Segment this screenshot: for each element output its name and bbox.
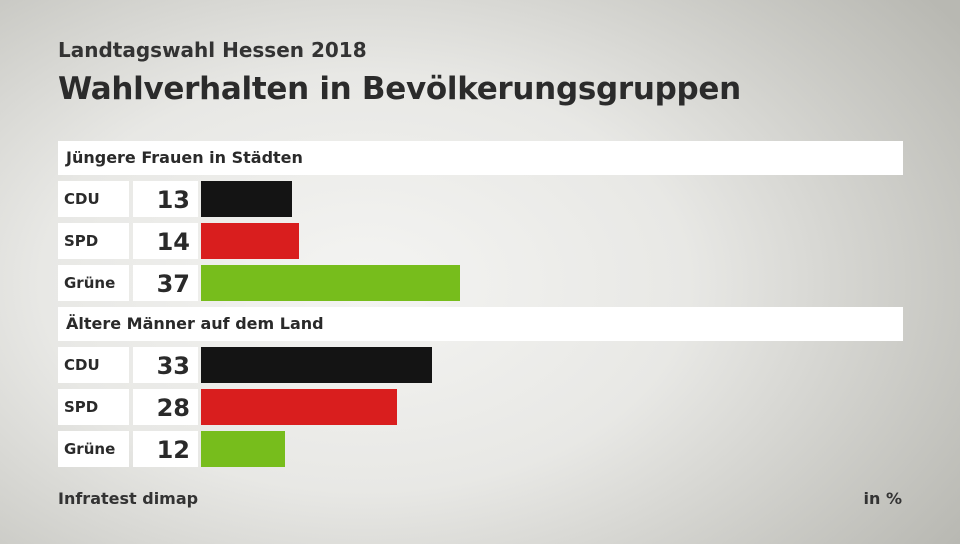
bar [201, 223, 299, 259]
value-label: 12 [133, 431, 198, 467]
chart-title: Wahlverhalten in Bevölkerungsgruppen [58, 71, 741, 107]
party-label: SPD [58, 389, 129, 425]
value-label: 37 [133, 265, 198, 301]
unit-label: in % [863, 489, 902, 508]
value-label: 28 [133, 389, 198, 425]
bar [201, 265, 460, 301]
bar [201, 347, 432, 383]
value-label: 33 [133, 347, 198, 383]
party-label: Grüne [58, 431, 129, 467]
bar [201, 389, 397, 425]
group-header: Jüngere Frauen in Städten [58, 141, 903, 175]
value-label: 14 [133, 223, 198, 259]
party-label: SPD [58, 223, 129, 259]
group-header: Ältere Männer auf dem Land [58, 307, 903, 341]
bar [201, 431, 285, 467]
value-label: 13 [133, 181, 198, 217]
bar [201, 181, 292, 217]
party-label: Grüne [58, 265, 129, 301]
party-label: CDU [58, 181, 129, 217]
chart-supertitle: Landtagswahl Hessen 2018 [58, 38, 367, 62]
source-label: Infratest dimap [58, 489, 199, 508]
party-label: CDU [58, 347, 129, 383]
